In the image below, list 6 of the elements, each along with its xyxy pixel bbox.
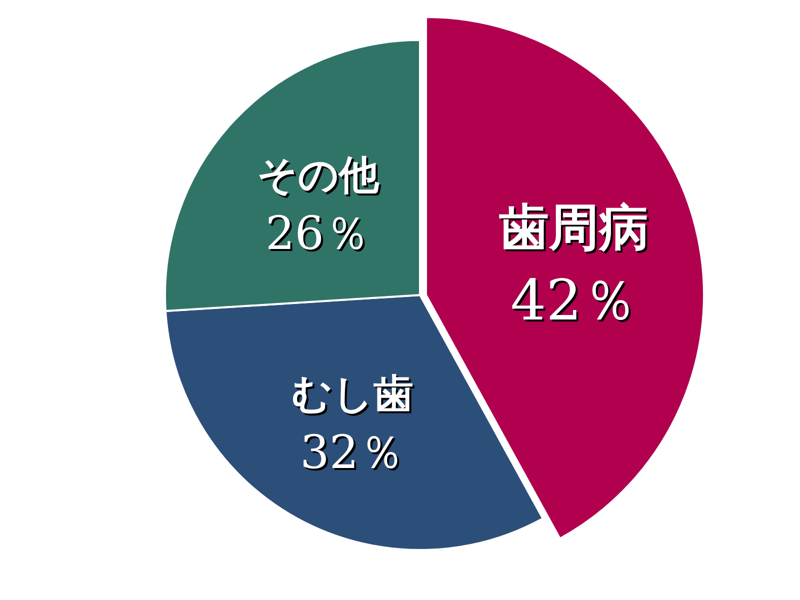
data-label: 26％ (265, 206, 370, 260)
slice-label: むし歯 (291, 370, 414, 418)
data-label: 42％ (510, 268, 638, 334)
slice-label: その他 (256, 151, 380, 198)
slice-label: 歯周病 (499, 197, 650, 256)
data-label: 32％ (300, 424, 405, 479)
